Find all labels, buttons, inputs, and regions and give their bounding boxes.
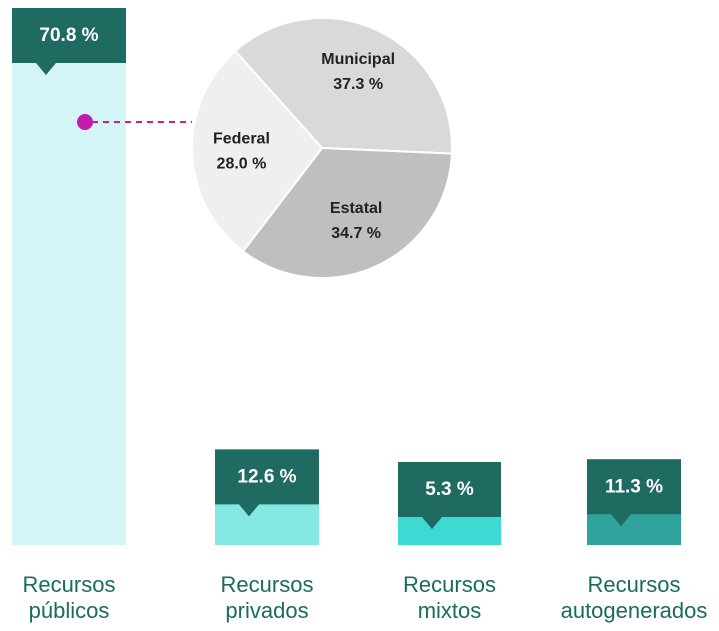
- pie-chart: Municipal 37.3 % Estatal 34.7 % Federal 28.0 …: [191, 17, 453, 279]
- connector-dot: [77, 114, 93, 130]
- pie-slice: [233, 17, 453, 155]
- category-label: Recursos autogenerados: [560, 572, 708, 623]
- value-label: 12.6 %: [237, 466, 296, 487]
- slice-value: 34.7 %: [331, 225, 381, 242]
- slice-value: 28.0 %: [217, 155, 267, 172]
- value-label-box: [587, 459, 681, 527]
- category-label: Recursos mixtos: [403, 572, 496, 623]
- category-label: Recursos privados: [220, 572, 314, 623]
- pie-slice: [191, 49, 324, 253]
- slice-label: Estatal: [330, 200, 382, 217]
- value-label: 70.8 %: [39, 25, 98, 46]
- slice-value: 37.3 %: [333, 76, 383, 93]
- value-label-box: [398, 462, 501, 529]
- slice-label: Federal: [213, 130, 270, 147]
- value-label-box: [215, 449, 319, 517]
- value-label: 5.3 %: [425, 479, 474, 500]
- value-label-box: [12, 8, 126, 75]
- bar-chart: 70.8 % 12.6 % 5.3 % 11.3 %: [12, 8, 681, 545]
- category-label: Recursos públicos: [22, 572, 116, 623]
- pie-slice: [241, 146, 453, 279]
- bar: [12, 8, 126, 545]
- slice-label: Municipal: [321, 51, 395, 68]
- value-label: 11.3 %: [605, 476, 663, 497]
